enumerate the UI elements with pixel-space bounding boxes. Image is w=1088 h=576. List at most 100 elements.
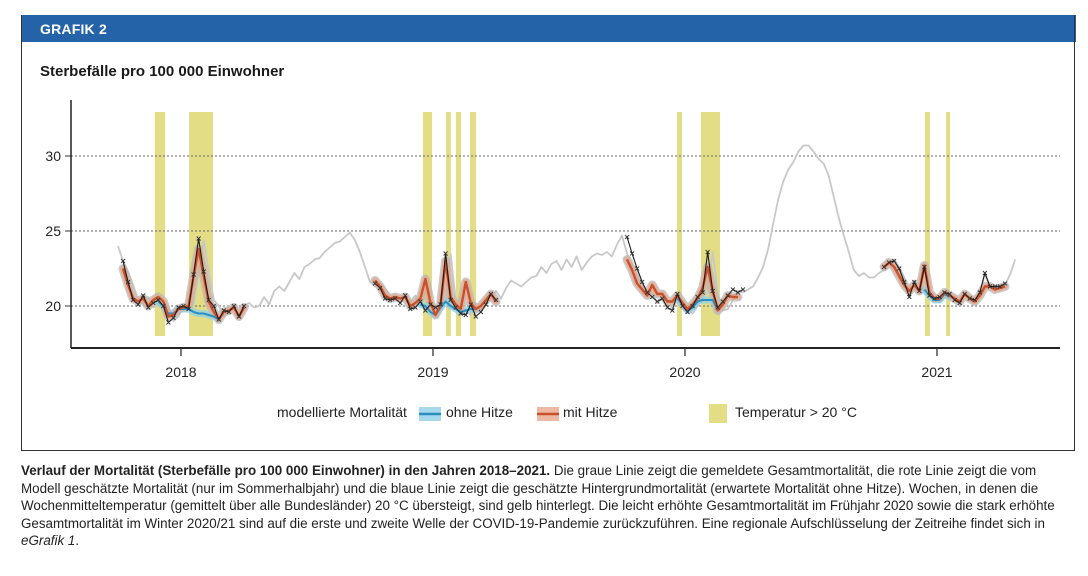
- caption-body: Die graue Linie zeigt die gemeldete Gesa…: [21, 463, 1055, 531]
- data-point-marker: [433, 305, 438, 310]
- legend-blue-swatch: [419, 407, 441, 421]
- data-point-marker: [906, 294, 912, 300]
- series: [117, 144, 1016, 325]
- data-point-marker: [382, 296, 388, 301]
- data-point-marker: [392, 296, 398, 301]
- data-point-marker: [730, 287, 736, 292]
- y-tick-label: 20: [45, 298, 61, 314]
- data-point-marker: [236, 314, 242, 319]
- data-point-marker: [987, 284, 993, 289]
- legend-red-swatch: [537, 407, 559, 421]
- temperature-band: [455, 112, 461, 336]
- data-point-marker: [448, 297, 453, 303]
- data-point-marker: [927, 293, 932, 298]
- data-point-marker: [438, 302, 443, 307]
- data-point-marker: [201, 269, 206, 274]
- data-point-marker: [468, 302, 474, 307]
- data-point-marker: [135, 302, 141, 307]
- data-point-marker: [720, 299, 726, 304]
- data-point-marker: [685, 309, 690, 315]
- data-point-marker: [992, 284, 998, 289]
- data-point-marker: [901, 279, 907, 285]
- y-tick-label: 30: [45, 148, 61, 164]
- data-point-marker: [624, 234, 630, 240]
- data-point-marker: [680, 303, 685, 309]
- data-point-marker: [226, 309, 232, 315]
- data-point-marker: [196, 236, 201, 241]
- data-point-marker: [397, 300, 403, 306]
- series-red-mit-hitze: [374, 259, 497, 317]
- data-point-marker: [917, 288, 922, 294]
- data-point-marker: [463, 312, 469, 318]
- data-point-marker: [639, 279, 645, 285]
- data-point-marker: [473, 314, 479, 319]
- data-point-marker: [891, 258, 897, 264]
- data-point-marker: [221, 308, 227, 313]
- data-point-marker: [478, 309, 484, 315]
- data-point-marker: [206, 297, 212, 303]
- legend-yellow-swatch: [709, 404, 727, 423]
- data-point-marker: [937, 294, 942, 300]
- temperature-band: [924, 112, 930, 336]
- data-point-marker: [967, 296, 973, 301]
- data-point-marker: [140, 293, 146, 298]
- data-point-marker: [418, 299, 423, 304]
- data-point-marker: [977, 290, 983, 295]
- series-red-mit-hitze: [121, 247, 246, 321]
- data-point-marker: [186, 306, 191, 312]
- caption-title: Verlauf der Mortalität (Sterbefälle pro …: [21, 463, 551, 478]
- data-point-marker: [634, 266, 640, 271]
- data-point-marker: [216, 317, 222, 322]
- data-point-marker: [387, 297, 393, 303]
- data-point-marker: [372, 281, 378, 286]
- data-point-marker: [458, 311, 464, 316]
- temperature-band: [946, 112, 951, 336]
- data-point-marker: [700, 290, 705, 295]
- data-point-marker: [881, 264, 887, 270]
- data-point-marker: [166, 320, 171, 325]
- caption-end: .: [75, 533, 80, 549]
- x-tick-label: 2020: [669, 364, 700, 380]
- data-point-marker: [710, 288, 716, 294]
- data-point-marker: [947, 291, 952, 297]
- axes: 20 25 30 2018 2019 2020 2021: [45, 100, 1060, 380]
- data-point-marker: [886, 260, 892, 265]
- series-gray-total-mortality: [117, 144, 1016, 322]
- data-point-marker: [654, 299, 660, 304]
- data-point-marker: [150, 300, 156, 306]
- data-point-marker: [952, 297, 957, 303]
- data-point-marker: [191, 272, 196, 277]
- data-point-marker: [735, 290, 741, 295]
- data-point-marker: [644, 290, 650, 295]
- temperature-band: [470, 112, 477, 336]
- data-point-marker: [443, 251, 448, 256]
- data-point-marker: [675, 291, 680, 297]
- data-point-marker: [649, 294, 655, 300]
- x-tick-label: 2018: [165, 364, 196, 380]
- temperature-band: [154, 112, 166, 336]
- data-point-marker: [428, 302, 433, 307]
- data-point-marker: [705, 249, 710, 255]
- data-point-marker: [130, 297, 136, 303]
- data-point-marker: [402, 293, 408, 298]
- data-point-marker: [665, 305, 670, 310]
- data-point-marker: [453, 305, 458, 310]
- figure-caption: Verlauf der Mortalität (Sterbefälle pro …: [21, 462, 1076, 550]
- data-point-marker: [377, 285, 383, 291]
- caption-link-egrafik[interactable]: eGrafik 1: [21, 533, 76, 549]
- temperature-band: [446, 112, 451, 336]
- data-point-marker: [690, 303, 695, 309]
- data-point-marker: [241, 303, 247, 309]
- mortality-chart: 20 25 30 2018 2019 2020 2021: [45, 100, 1060, 380]
- data-point-marker: [629, 251, 635, 256]
- data-point-marker: [740, 287, 746, 292]
- data-point-marker: [211, 303, 217, 309]
- data-point-marker: [423, 308, 428, 313]
- data-point-marker: [413, 305, 418, 310]
- data-point-marker: [408, 306, 413, 312]
- data-point-marker: [715, 305, 721, 310]
- data-point-marker: [972, 297, 978, 303]
- figure-frame: [21, 15, 1075, 451]
- y-tick-label: 25: [45, 223, 61, 239]
- figure-label: GRAFIK 2: [40, 21, 107, 37]
